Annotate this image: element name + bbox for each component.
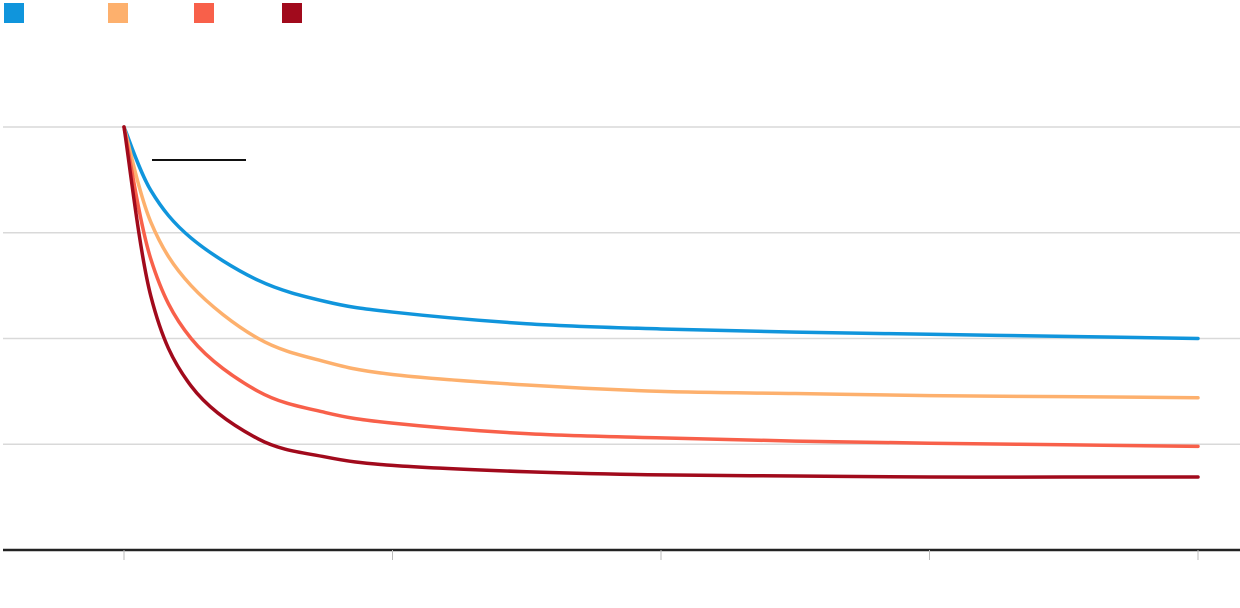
series-line-1 bbox=[122, 125, 1200, 341]
legend-item-3 bbox=[194, 3, 214, 23]
gridlines bbox=[3, 126, 1240, 445]
series-lines bbox=[122, 125, 1200, 479]
legend-item-4 bbox=[282, 3, 302, 23]
legend-swatch-4 bbox=[282, 3, 302, 23]
legend-item-2 bbox=[108, 3, 128, 23]
legend-swatch-3 bbox=[194, 3, 214, 23]
legend-swatch-2 bbox=[108, 3, 128, 23]
legend-swatch-1 bbox=[4, 3, 24, 23]
series-line-3 bbox=[122, 125, 1200, 449]
series-line-4 bbox=[122, 125, 1200, 479]
x-axis bbox=[3, 548, 1240, 560]
series-line-2 bbox=[122, 125, 1200, 400]
legend-item-1 bbox=[4, 3, 24, 23]
